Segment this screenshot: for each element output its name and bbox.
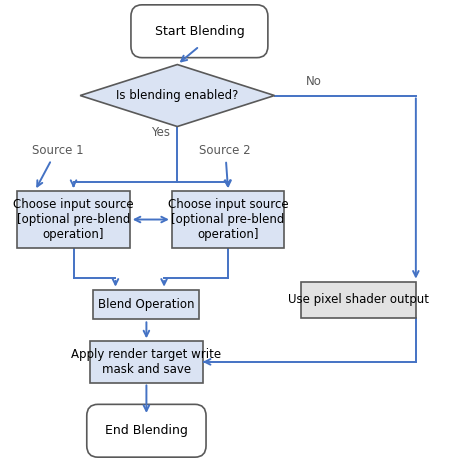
Text: Yes: Yes bbox=[151, 126, 170, 139]
Polygon shape bbox=[80, 65, 275, 127]
FancyBboxPatch shape bbox=[90, 341, 203, 383]
Text: Blend Operation: Blend Operation bbox=[98, 298, 195, 311]
Text: End Blending: End Blending bbox=[105, 424, 188, 437]
Text: Source 1: Source 1 bbox=[32, 144, 83, 157]
Text: Is blending enabled?: Is blending enabled? bbox=[116, 89, 239, 102]
Text: No: No bbox=[305, 75, 321, 88]
Text: Choose input source
[optional pre-blend
operation]: Choose input source [optional pre-blend … bbox=[13, 198, 134, 241]
FancyBboxPatch shape bbox=[87, 404, 206, 457]
FancyBboxPatch shape bbox=[301, 281, 416, 318]
FancyBboxPatch shape bbox=[172, 191, 284, 248]
Text: Use pixel shader output: Use pixel shader output bbox=[288, 293, 429, 306]
FancyBboxPatch shape bbox=[131, 5, 268, 58]
Text: Apply render target write
mask and save: Apply render target write mask and save bbox=[71, 348, 222, 376]
FancyBboxPatch shape bbox=[17, 191, 130, 248]
FancyBboxPatch shape bbox=[93, 290, 199, 319]
Text: Source 2: Source 2 bbox=[199, 144, 251, 157]
Text: Start Blending: Start Blending bbox=[154, 25, 244, 38]
Text: Choose input source
[optional pre-blend
operation]: Choose input source [optional pre-blend … bbox=[168, 198, 288, 241]
